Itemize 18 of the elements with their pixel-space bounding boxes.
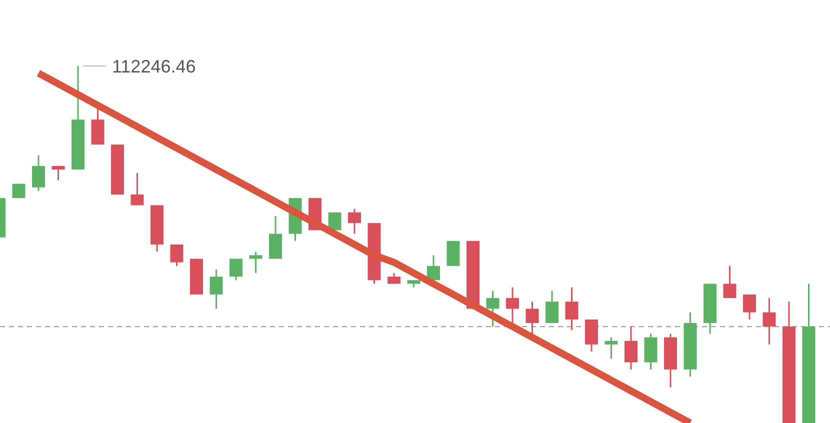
candlestick	[723, 265, 736, 299]
candlestick	[743, 294, 756, 320]
annotation: 112246.46	[112, 56, 196, 76]
candlestick	[546, 290, 558, 324]
candlestick	[565, 286, 578, 331]
candlestick	[762, 297, 776, 346]
candlestick	[249, 250, 262, 274]
candlestick	[210, 268, 223, 310]
candlestick	[388, 272, 400, 285]
candlestick	[624, 326, 638, 370]
candlestick	[348, 208, 361, 235]
candlestick	[427, 254, 440, 281]
candlestick	[230, 258, 242, 281]
candlestick	[32, 154, 45, 192]
candlestick	[604, 336, 618, 360]
candlestick	[52, 165, 65, 181]
candlestick	[170, 244, 184, 267]
candlestick	[130, 172, 144, 206]
